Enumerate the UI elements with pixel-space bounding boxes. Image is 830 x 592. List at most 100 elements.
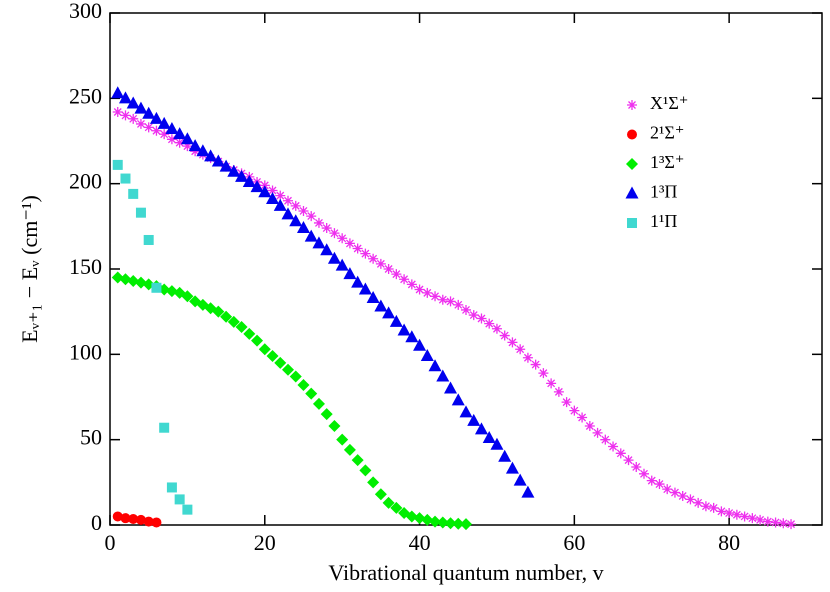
- data-point: [608, 441, 619, 452]
- data-point: [716, 506, 727, 517]
- data-point: [460, 518, 472, 531]
- data-point: [212, 305, 225, 318]
- legend-marker: [625, 186, 639, 199]
- data-point: [352, 243, 363, 254]
- data-point: [120, 513, 131, 524]
- data-point: [111, 271, 124, 284]
- data-point: [174, 137, 185, 148]
- data-point: [112, 106, 123, 117]
- data-point: [414, 284, 425, 295]
- data-point: [173, 127, 187, 140]
- data-point: [360, 248, 371, 259]
- data-point: [180, 132, 194, 145]
- data-point: [639, 468, 649, 479]
- data-point: [731, 509, 742, 520]
- data-point: [120, 173, 131, 184]
- data-point: [151, 517, 162, 528]
- data-point: [297, 379, 310, 392]
- data-point: [437, 294, 448, 305]
- data-point: [343, 443, 356, 456]
- data-point: [405, 330, 419, 343]
- x-tick-label: 60: [563, 530, 585, 555]
- data-point: [445, 296, 456, 307]
- data-point: [283, 195, 293, 206]
- data-point: [739, 511, 750, 522]
- data-point: [646, 475, 657, 486]
- data-point: [335, 258, 349, 271]
- data-point: [159, 129, 170, 140]
- data-point: [165, 122, 179, 135]
- data-point: [128, 113, 139, 124]
- data-point: [546, 378, 557, 389]
- y-tick-label: 150: [69, 254, 102, 279]
- data-point: [351, 454, 364, 467]
- data-point: [327, 251, 341, 264]
- data-point: [111, 86, 125, 99]
- data-point: [444, 517, 457, 530]
- data-point: [382, 496, 395, 509]
- data-point: [337, 233, 348, 244]
- data-point: [128, 514, 139, 525]
- data-point: [366, 291, 380, 304]
- data-point: [405, 510, 418, 523]
- data-point: [669, 487, 680, 498]
- data-point: [328, 420, 341, 433]
- data-point: [258, 185, 272, 198]
- data-point: [476, 313, 487, 324]
- data-point: [243, 327, 256, 340]
- data-point: [515, 344, 526, 355]
- data-point: [484, 318, 495, 329]
- data-point: [474, 422, 488, 435]
- data-point: [312, 397, 325, 410]
- data-point: [258, 343, 271, 356]
- data-point: [251, 334, 264, 347]
- data-point: [499, 330, 510, 341]
- data-point: [351, 275, 365, 288]
- data-point: [289, 370, 302, 383]
- data-point: [368, 253, 379, 264]
- data-point: [242, 174, 256, 187]
- data-point: [436, 516, 449, 529]
- data-point: [143, 516, 154, 527]
- data-point: [390, 501, 403, 514]
- plot-frame: [109, 12, 823, 526]
- data-point: [182, 141, 193, 152]
- data-point: [290, 200, 301, 211]
- data-point: [615, 448, 626, 459]
- data-point: [166, 134, 177, 145]
- data-point: [498, 449, 512, 462]
- data-point: [553, 386, 564, 397]
- data-point: [700, 501, 711, 512]
- data-point: [149, 111, 163, 124]
- data-point: [343, 267, 357, 280]
- data-point: [273, 198, 287, 211]
- data-point: [389, 314, 403, 327]
- x-tick-label: 20: [254, 530, 276, 555]
- x-axis-label: Vibrational quantum number, v: [328, 560, 603, 585]
- data-point: [577, 412, 588, 423]
- data-point: [250, 180, 264, 193]
- legend-label: 1¹Π: [650, 211, 677, 231]
- data-point: [507, 337, 518, 348]
- data-point: [266, 350, 279, 363]
- data-point: [491, 323, 502, 334]
- data-point: [406, 279, 417, 290]
- data-point: [151, 125, 162, 136]
- data-point: [306, 211, 317, 222]
- data-point: [513, 473, 527, 486]
- legend-label: X¹Σ⁺: [650, 93, 688, 113]
- data-point: [623, 455, 634, 466]
- data-point: [219, 159, 233, 172]
- data-point: [220, 310, 233, 323]
- x-tick-label: 0: [105, 530, 116, 555]
- y-tick-label: 50: [80, 425, 102, 450]
- data-point: [538, 368, 549, 379]
- legend-marker: [627, 129, 637, 140]
- data-point: [196, 144, 210, 157]
- data-point: [468, 310, 479, 321]
- data-point: [421, 513, 434, 526]
- data-point: [747, 513, 758, 524]
- data-point: [430, 291, 441, 302]
- data-point: [282, 363, 294, 376]
